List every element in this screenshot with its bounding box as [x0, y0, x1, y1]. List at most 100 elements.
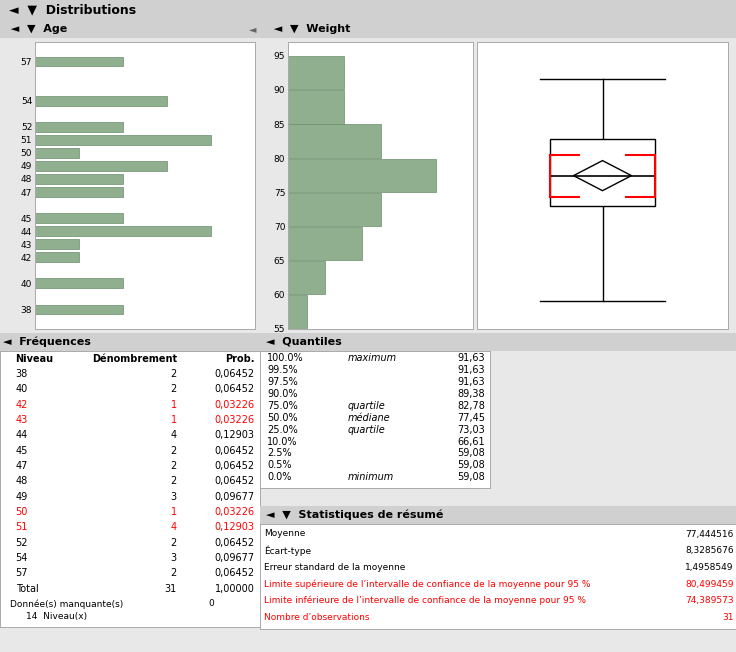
- Text: 3: 3: [171, 492, 177, 501]
- Bar: [288, 193, 381, 226]
- Text: 0.0%: 0.0%: [267, 472, 291, 482]
- Text: 91,63: 91,63: [458, 353, 486, 363]
- Text: Écart-type: Écart-type: [263, 546, 311, 556]
- Bar: [35, 239, 79, 249]
- Text: Moyenne: Moyenne: [263, 529, 305, 539]
- Text: ◄  Quantiles: ◄ Quantiles: [266, 337, 342, 347]
- Bar: [288, 261, 325, 295]
- Text: 1: 1: [171, 415, 177, 425]
- Text: 2.5%: 2.5%: [267, 449, 291, 458]
- Bar: [35, 174, 123, 184]
- Text: Donnée(s) manquante(s): Donnée(s) manquante(s): [10, 599, 124, 609]
- Text: 49: 49: [15, 492, 28, 501]
- Bar: [288, 125, 381, 158]
- Text: maximum: maximum: [347, 353, 397, 363]
- Bar: [35, 213, 123, 223]
- Text: Total: Total: [15, 584, 38, 594]
- Text: 1,4958549: 1,4958549: [685, 563, 734, 572]
- Bar: [35, 122, 123, 132]
- Text: 42: 42: [15, 400, 28, 409]
- Text: 0.5%: 0.5%: [267, 460, 291, 470]
- Text: ◄  ▼  Distributions: ◄ ▼ Distributions: [9, 3, 136, 16]
- Text: 51: 51: [15, 522, 28, 532]
- Text: Erreur standard de la moyenne: Erreur standard de la moyenne: [263, 563, 406, 572]
- Text: 82,78: 82,78: [458, 401, 486, 411]
- Text: 0,06452: 0,06452: [215, 384, 255, 394]
- Text: 0,09677: 0,09677: [215, 553, 255, 563]
- Text: 4: 4: [171, 430, 177, 440]
- Bar: [35, 135, 211, 145]
- Bar: [35, 278, 123, 288]
- Text: 1,00000: 1,00000: [215, 584, 255, 594]
- Text: Prob.: Prob.: [225, 353, 255, 364]
- Text: 31: 31: [165, 584, 177, 594]
- Text: 8,3285676: 8,3285676: [685, 546, 734, 555]
- Text: 54: 54: [15, 553, 28, 563]
- Text: 45: 45: [15, 446, 28, 456]
- Text: 48: 48: [15, 477, 28, 486]
- Text: 2: 2: [171, 569, 177, 578]
- Text: 4: 4: [171, 522, 177, 532]
- Text: ◄  ▼  Age: ◄ ▼ Age: [3, 24, 68, 34]
- Text: 75.0%: 75.0%: [267, 401, 297, 411]
- Text: Limite inférieure de l’intervalle de confiance de la moyenne pour 95 %: Limite inférieure de l’intervalle de con…: [263, 596, 586, 606]
- Bar: [35, 148, 79, 158]
- Text: 43: 43: [15, 415, 28, 425]
- Text: Limite supérieure de l’intervalle de confiance de la moyenne pour 95 %: Limite supérieure de l’intervalle de con…: [263, 579, 590, 589]
- Text: 0,03226: 0,03226: [215, 400, 255, 409]
- Text: quartile: quartile: [347, 401, 385, 411]
- Text: Dénombrement: Dénombrement: [92, 353, 177, 364]
- Text: quartile: quartile: [347, 424, 385, 435]
- Bar: [288, 227, 362, 260]
- Text: ◄  ▼  Statistiques de résumé: ◄ ▼ Statistiques de résumé: [266, 510, 443, 520]
- Text: 91,63: 91,63: [458, 365, 486, 375]
- Bar: [35, 226, 211, 236]
- Bar: [288, 158, 436, 192]
- Text: 0,06452: 0,06452: [215, 461, 255, 471]
- Text: 2: 2: [171, 538, 177, 548]
- Text: 73,03: 73,03: [458, 424, 486, 435]
- Text: 0,03226: 0,03226: [215, 507, 255, 517]
- Text: 50.0%: 50.0%: [267, 413, 297, 422]
- Text: 25.0%: 25.0%: [267, 424, 297, 435]
- Text: 14  Niveau(x): 14 Niveau(x): [26, 612, 87, 621]
- Text: 47: 47: [15, 461, 28, 471]
- Bar: [288, 56, 344, 89]
- Text: 2: 2: [171, 477, 177, 486]
- Text: 80,499459: 80,499459: [685, 580, 734, 589]
- Bar: [288, 295, 306, 329]
- Text: 91,63: 91,63: [458, 377, 486, 387]
- Text: 66,61: 66,61: [458, 437, 486, 447]
- Bar: [35, 252, 79, 262]
- Text: 31: 31: [722, 613, 734, 622]
- Text: 97.5%: 97.5%: [267, 377, 297, 387]
- Text: 2: 2: [171, 446, 177, 456]
- Text: 0,06452: 0,06452: [215, 369, 255, 379]
- Text: 59,08: 59,08: [458, 460, 486, 470]
- Text: 3: 3: [171, 553, 177, 563]
- Text: 0,06452: 0,06452: [215, 477, 255, 486]
- Text: 0,12903: 0,12903: [215, 522, 255, 532]
- Text: 1: 1: [171, 507, 177, 517]
- Text: 38: 38: [15, 369, 28, 379]
- Text: 0,06452: 0,06452: [215, 446, 255, 456]
- Text: Niveau: Niveau: [15, 353, 54, 364]
- Text: 59,08: 59,08: [458, 472, 486, 482]
- Bar: [35, 96, 167, 106]
- Text: 52: 52: [15, 538, 28, 548]
- Text: 77,45: 77,45: [457, 413, 486, 422]
- Text: 40: 40: [15, 384, 28, 394]
- Text: 2: 2: [171, 384, 177, 394]
- Bar: [35, 187, 123, 197]
- Bar: [35, 304, 123, 314]
- Text: 89,38: 89,38: [458, 389, 486, 399]
- Text: 10.0%: 10.0%: [267, 437, 297, 447]
- Text: 59,08: 59,08: [458, 449, 486, 458]
- Text: 99.5%: 99.5%: [267, 365, 297, 375]
- Bar: [35, 161, 167, 171]
- Text: ◄: ◄: [249, 24, 256, 34]
- Text: 0,12903: 0,12903: [215, 430, 255, 440]
- Text: 90.0%: 90.0%: [267, 389, 297, 399]
- Bar: [550, 139, 655, 206]
- Text: 77,444516: 77,444516: [685, 529, 734, 539]
